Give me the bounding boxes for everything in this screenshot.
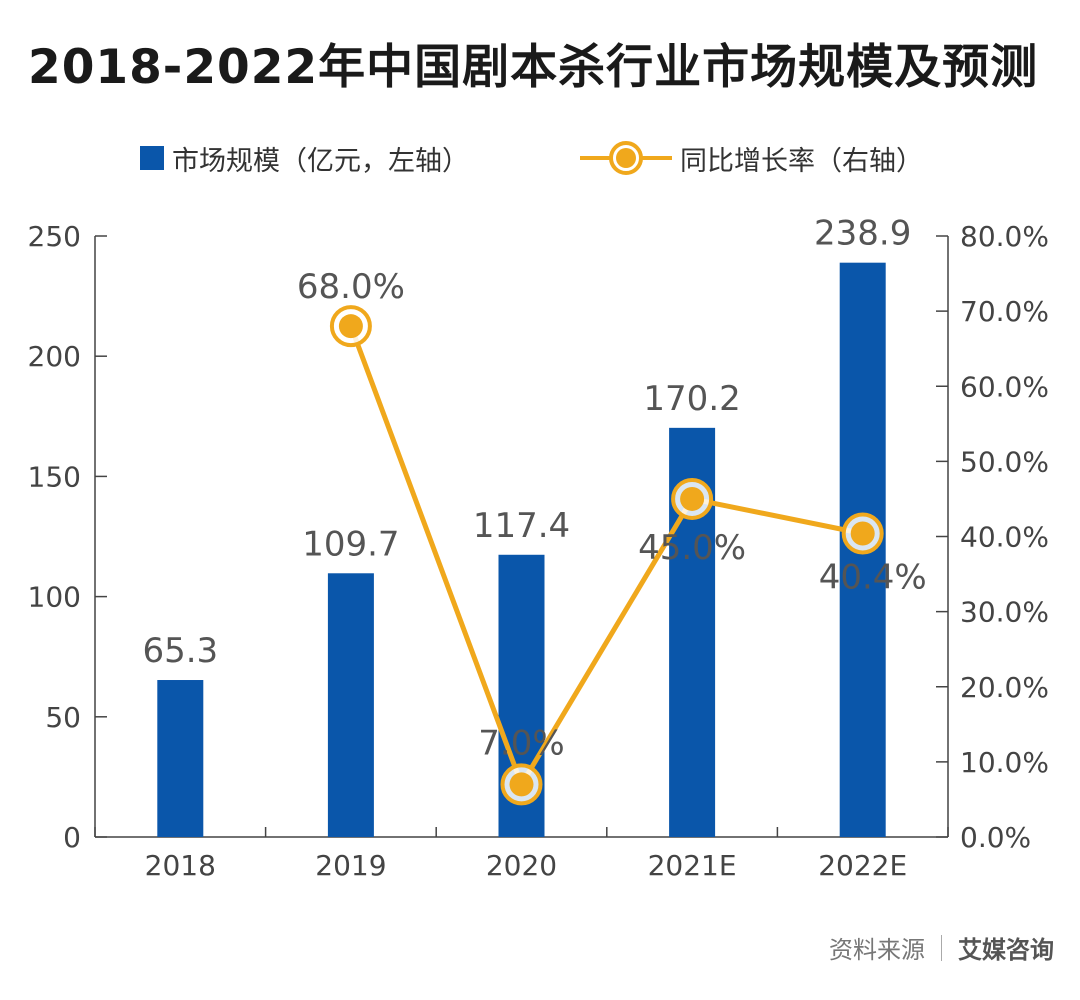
y-left-tick-label: 50 (45, 701, 81, 734)
chart-title: 2018-2022年中国剧本杀行业市场规模及预测 (28, 40, 1039, 95)
growth-value-label: 45.0% (638, 528, 746, 568)
growth-marker (680, 486, 705, 511)
y-left-tick-label: 0 (63, 821, 81, 854)
legend-line-swatch (580, 141, 672, 175)
growth-value-label: 7.0% (478, 723, 564, 763)
legend-item-bar: 市场规模（亿元，左轴） (140, 128, 469, 188)
growth-marker (338, 314, 363, 339)
y-right-tick-label: 30.0% (960, 596, 1049, 629)
growth-marker (850, 521, 875, 546)
y-right-tick-label: 80.0% (960, 220, 1049, 253)
bar-value-label: 109.7 (302, 524, 399, 564)
x-tick-label: 2021E (648, 849, 737, 882)
source-label: 资料来源 (829, 936, 925, 964)
y-right-tick-label: 0.0% (960, 821, 1031, 854)
x-tick-label: 2019 (315, 849, 386, 882)
growth-value-label: 68.0% (297, 267, 405, 307)
bar-value-label: 65.3 (142, 631, 218, 671)
bar (327, 573, 374, 837)
y-right-tick-label: 70.0% (960, 295, 1049, 328)
y-right-tick-label: 20.0% (960, 671, 1049, 704)
source-divider (941, 934, 942, 961)
bar-value-label: 117.4 (473, 506, 570, 546)
y-right-tick-label: 40.0% (960, 521, 1049, 554)
legend-bar-swatch (140, 146, 164, 170)
y-left-tick-label: 150 (28, 460, 81, 493)
y-left-tick-label: 100 (28, 581, 81, 614)
legend-item-line: 同比增长率（右轴） (580, 128, 923, 188)
x-tick-label: 2018 (145, 849, 216, 882)
y-right-tick-label: 10.0% (960, 746, 1049, 779)
growth-rate-line (348, 325, 864, 787)
legend: 市场规模（亿元，左轴） 同比增长率（右轴） (0, 128, 1080, 188)
growth-marker (509, 772, 534, 797)
y-right-tick-label: 50.0% (960, 445, 1049, 478)
x-tick-label: 2022E (818, 849, 907, 882)
y-right-tick-label: 60.0% (960, 370, 1049, 403)
x-tick-label: 2020 (486, 849, 557, 882)
source-org: 艾媒咨询 (958, 936, 1054, 964)
y-left-tick-label: 250 (28, 220, 81, 253)
legend-label-bar: 市场规模（亿元，左轴） (172, 145, 469, 177)
legend-label-line: 同比增长率（右轴） (680, 145, 923, 177)
source-note: 资料来源 艾媒咨询 (829, 930, 1054, 965)
bar (157, 680, 204, 837)
bar-value-label: 238.9 (814, 214, 911, 254)
y-left-tick-label: 200 (28, 340, 81, 373)
bar-value-label: 170.2 (643, 379, 740, 419)
growth-value-label: 40.4% (819, 557, 927, 597)
